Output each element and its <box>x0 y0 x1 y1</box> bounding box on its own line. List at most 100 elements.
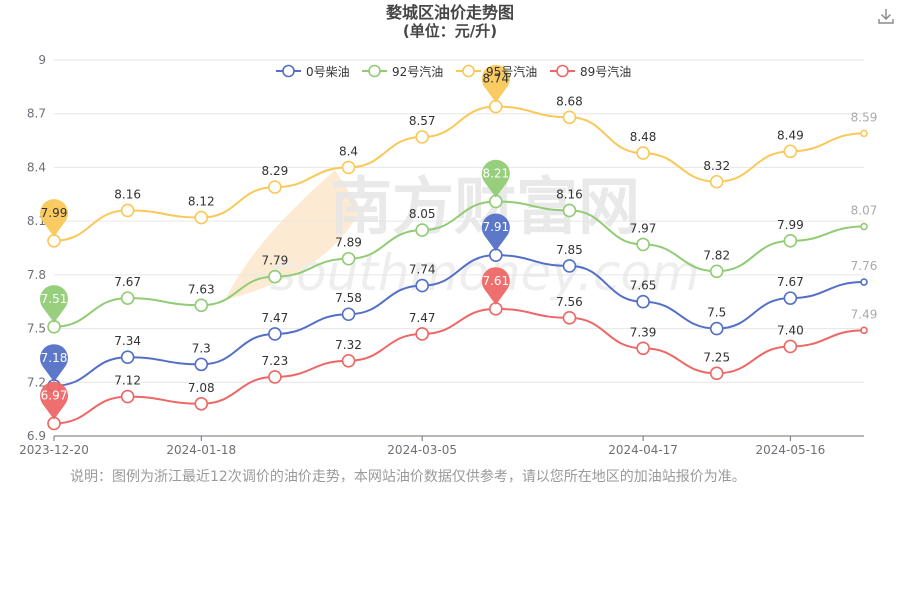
data-point <box>268 180 282 194</box>
download-button[interactable] <box>876 6 896 26</box>
watermark-swoosh <box>225 170 360 300</box>
footnote: 说明：图例为浙江最近12次调价的油价走势，本网站油价数据仅供参考，请以您所在地区… <box>70 469 746 485</box>
data-label: 7.58 <box>335 291 362 305</box>
data-label: 8.16 <box>114 187 141 201</box>
data-point <box>860 326 868 335</box>
pin-label: 7.99 <box>41 206 68 220</box>
data-label: 7.12 <box>114 374 141 388</box>
data-label: 7.40 <box>777 323 804 337</box>
x-tick-label: 2024-03-05 <box>387 443 457 457</box>
data-label: 8.68 <box>556 94 583 108</box>
data-point <box>636 294 650 309</box>
pin-marker <box>481 159 510 198</box>
data-point <box>709 321 724 336</box>
pin-marker <box>481 213 510 252</box>
legend-item-1[interactable]: 92号汽油 <box>362 64 443 79</box>
legend-item-3[interactable]: 89号汽油 <box>550 64 631 79</box>
data-point <box>709 174 724 189</box>
y-tick-label: 7.8 <box>27 268 46 282</box>
pin-marker <box>481 267 510 305</box>
series-2: 8.16 8.12 8.29 8.4 8.57 8.68 8.48 8.32 8.49 8.59 7… <box>40 64 878 248</box>
data-label: 7.39 <box>630 325 657 339</box>
data-point <box>783 339 798 354</box>
data-point <box>268 269 282 284</box>
data-point <box>562 311 577 325</box>
pin-marker <box>481 64 510 103</box>
legend-item-2[interactable]: 95号汽油 <box>456 64 537 79</box>
data-point <box>194 396 209 411</box>
legend: 0号柴油 92号汽油 95号汽油 89号汽油 <box>276 64 631 79</box>
pin-label: 8.74 <box>482 72 509 86</box>
x-tick-label: 2024-04-17 <box>608 443 678 457</box>
data-point <box>636 146 650 160</box>
data-point <box>120 350 135 365</box>
data-label: 7.3 <box>192 341 211 355</box>
data-point <box>415 278 429 293</box>
pin-marker <box>40 285 68 323</box>
data-point <box>341 160 356 175</box>
data-point <box>194 210 209 225</box>
x-axis: 2023-12-20 2024-01-18 2024-03-05 2024-04-17… <box>19 435 864 457</box>
legend-marker <box>368 64 381 78</box>
data-point <box>709 264 724 279</box>
watermark: 南方财富网southmoney.com <box>225 170 700 302</box>
data-point <box>194 357 209 372</box>
data-point <box>268 370 282 384</box>
data-label: 7.23 <box>262 354 289 368</box>
data-point <box>709 366 724 381</box>
data-point <box>783 291 798 305</box>
chart-title: 婺城区油价走势图 <box>385 3 514 22</box>
data-label: 8.29 <box>262 164 289 178</box>
data-label: 7.25 <box>703 350 730 364</box>
series-line <box>53 307 865 425</box>
data-point <box>783 234 798 248</box>
data-label: 7.32 <box>335 338 362 352</box>
legend-marker <box>462 64 475 78</box>
data-point <box>783 144 798 159</box>
data-label: 7.76 <box>851 259 878 273</box>
data-label: 7.63 <box>188 282 215 296</box>
data-label: 7.89 <box>335 236 362 250</box>
data-label: 8.07 <box>851 204 878 218</box>
pin-label: 8.21 <box>482 166 509 180</box>
data-label: 8.49 <box>777 128 804 142</box>
data-label: 7.67 <box>114 275 141 289</box>
series-1: 7.67 7.63 7.79 7.89 8.05 8.16 7.97 7.82 7.99 8.07… <box>40 159 878 334</box>
data-label: 8.48 <box>630 130 657 144</box>
pin-label: 7.51 <box>41 292 68 306</box>
data-point <box>860 129 868 138</box>
legend-label: 89号汽油 <box>580 64 631 79</box>
legend-label: 0号柴油 <box>306 65 350 79</box>
data-label: 7.5 <box>707 306 726 320</box>
series-3: 7.12 7.08 7.23 7.32 7.47 7.56 7.39 7.25 7.40 7.49… <box>40 267 878 431</box>
data-point <box>268 327 282 341</box>
data-point <box>415 327 429 341</box>
data-label: 7.47 <box>262 311 289 325</box>
series-layer: 7.347.37.477.587.747.857.657.57.677.767.… <box>40 64 878 431</box>
legend-item-0[interactable]: 0号柴油 <box>276 64 350 79</box>
y-axis: 6.97.27.57.88.18.48.79 <box>27 53 46 443</box>
data-label: 7.47 <box>409 311 436 325</box>
data-label: 7.49 <box>851 307 878 321</box>
data-label: 7.56 <box>556 295 583 309</box>
data-label: 8.59 <box>851 110 878 124</box>
legend-label: 95号汽油 <box>486 64 537 79</box>
pin-label: 7.91 <box>482 220 509 234</box>
data-label: 8.16 <box>556 187 583 201</box>
data-label: 7.74 <box>409 263 436 277</box>
data-point <box>341 251 356 266</box>
legend-marker <box>282 64 295 78</box>
data-label: 7.67 <box>777 275 804 289</box>
data-point <box>341 307 356 322</box>
y-tick-label: 7.5 <box>27 322 46 336</box>
y-tick-label: 6.9 <box>27 429 46 443</box>
y-tick-label: 8.4 <box>27 160 46 174</box>
data-label: 7.97 <box>630 221 657 235</box>
data-point <box>341 353 356 368</box>
data-label: 7.65 <box>630 279 657 293</box>
legend-label: 92号汽油 <box>392 64 443 79</box>
data-label: 8.4 <box>339 144 358 158</box>
pin-marker <box>40 381 68 420</box>
data-label: 8.05 <box>409 207 436 221</box>
pin-label: 6.97 <box>41 388 68 402</box>
